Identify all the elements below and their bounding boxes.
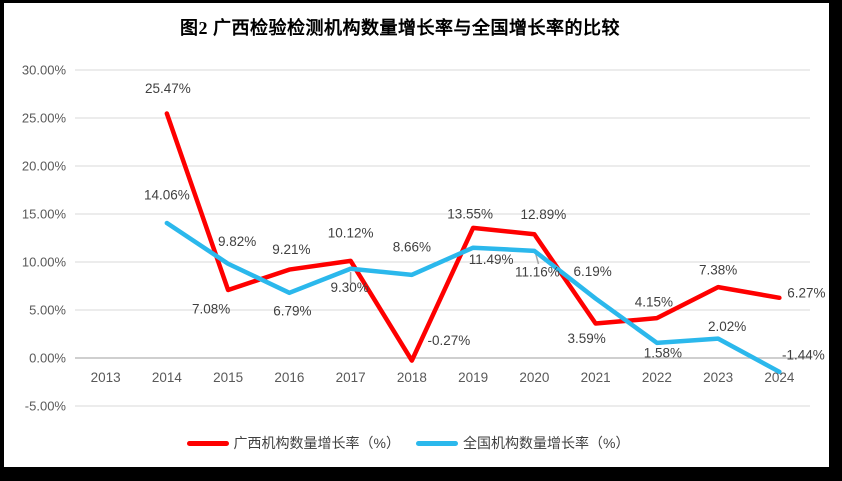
data-label: 13.55% [447,206,493,221]
y-axis-tick-label: 25.00% [22,111,67,126]
legend-swatch-guangxi-icon [186,440,229,446]
y-axis-tick-label: 30.00% [22,63,67,78]
data-label: 4.15% [635,295,673,310]
data-label: 9.30% [330,280,368,295]
chart-title: 图2 广西检验检测机构数量增长率与全国增长率的比较 [180,18,620,38]
data-label: 8.66% [393,239,431,254]
chart-panel: 图2 广西检验检测机构数量增长率与全国增长率的比较 30.00% 25.00% 20… [4,3,829,467]
data-label: 10.12% [328,225,374,240]
data-label: 14.06% [144,188,190,203]
legend-label-guangxi: 广西机构数量增长率（%） [233,435,400,451]
y-axis-tick-label: 10.00% [22,255,67,270]
y-axis-tick-label: 0.00% [29,351,66,366]
data-label: 25.47% [145,81,191,96]
data-label: 3.59% [567,331,605,346]
legend-item-national: 全国机构数量增长率（%） [416,433,629,453]
legend-label-national: 全国机构数量增长率（%） [463,435,630,451]
series-line-national [164,220,782,375]
x-axis-tick-label: 2020 [519,370,549,385]
data-label: 6.27% [787,285,825,300]
y-axis-tick-label: -5.00% [25,399,67,414]
x-axis-tick-label: 2015 [213,370,243,385]
data-label: 9.21% [272,242,310,257]
x-axis-tick-label: 2018 [397,370,427,385]
data-label: 12.89% [520,207,566,222]
legend: 广西机构数量增长率（%） 全国机构数量增长率（%） [4,433,812,453]
x-axis-tick-label: 2014 [152,370,183,385]
x-axis-tick-label: 2022 [642,370,672,385]
x-axis-tick-label: 2019 [458,370,488,385]
x-axis-tick-label: 2017 [336,370,366,385]
legend-swatch-national-icon [416,440,458,446]
x-axis-tick-label: 2013 [91,370,121,385]
data-label: 11.16% [515,264,560,279]
data-label: 2.02% [708,319,746,334]
data-label: 1.58% [644,345,682,360]
y-axis-tick-label: 20.00% [22,159,67,174]
data-label: 9.82% [218,234,256,249]
x-axis-tick-label: 2023 [703,370,733,385]
series-line-guangxi [164,111,782,363]
data-label: 7.38% [699,263,737,278]
data-label: -0.27% [427,333,470,348]
x-axis-tick-label: 2016 [274,370,304,385]
plot-area: 30.00% 25.00% 20.00% 15.00% 10.00% 5.00% 0.00%… [22,63,826,414]
data-label: 7.08% [192,302,230,317]
data-label: 6.79% [273,303,311,318]
data-label: 6.19% [573,264,611,279]
data-label: 11.49% [469,252,514,267]
legend-item-guangxi: 广西机构数量增长率（%） [186,433,400,453]
y-axis-tick-label: 5.00% [29,303,66,318]
x-axis-tick-label: 2024 [764,370,795,385]
data-label: -1.44% [782,347,825,362]
y-axis-tick-label: 15.00% [22,207,67,222]
x-axis-tick-label: 2021 [581,370,611,385]
